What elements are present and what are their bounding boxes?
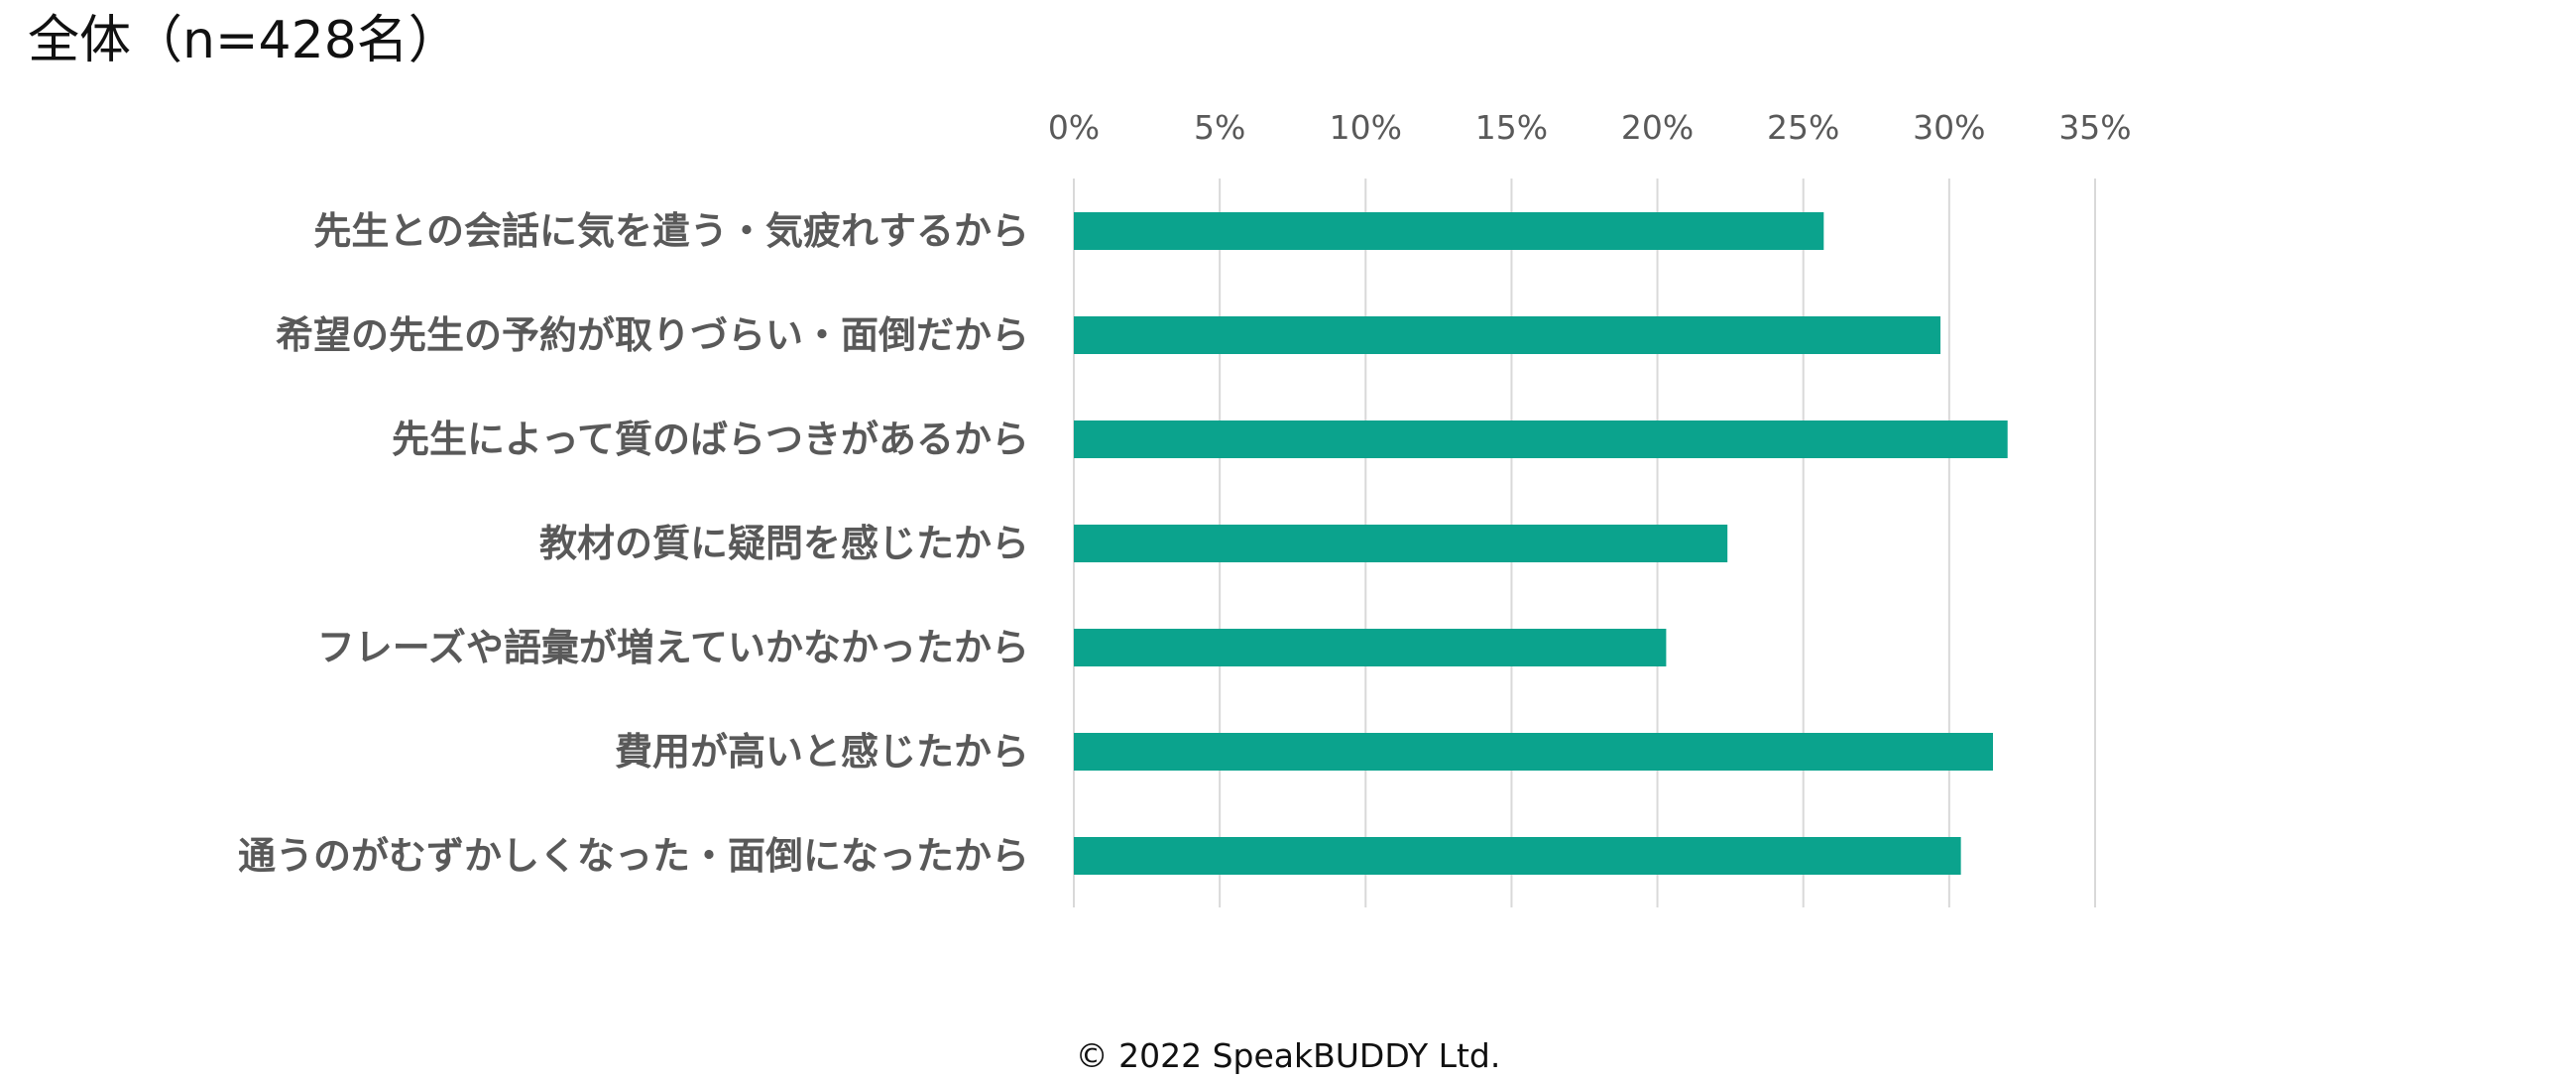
category-label: 希望の先生の予約が取りづらい・面倒だから — [276, 313, 1029, 357]
x-tick-label: 5% — [1194, 108, 1245, 147]
category-labels: 先生との会話に気を遣う・気疲れするから希望の先生の予約が取りづらい・面倒だから先… — [238, 209, 1029, 878]
x-tick-label: 15% — [1475, 108, 1548, 147]
x-tick-label: 35% — [2058, 108, 2131, 147]
bar — [1074, 629, 1667, 666]
bar — [1074, 525, 1728, 562]
x-axis-tick-labels: 0% 5% 10% 15% 20% 25% 30% 35% — [1048, 108, 2132, 147]
copyright-footer: © 2022 SpeakBUDDY Ltd. — [1075, 1036, 1501, 1075]
bar — [1074, 420, 2008, 458]
x-tick-label: 25% — [1767, 108, 1839, 147]
category-label: 先生によって質のばらつきがあるから — [392, 418, 1029, 461]
bar — [1074, 316, 1941, 354]
x-tick-label: 20% — [1621, 108, 1694, 147]
category-label: 費用が高いと感じたから — [615, 730, 1029, 774]
bars — [1074, 212, 2008, 875]
category-label: 教材の質に疑問を感じたから — [539, 522, 1029, 565]
x-tick-label: 0% — [1048, 108, 1100, 147]
page-title: 全体（n=428名） — [28, 11, 460, 70]
category-label: 通うのがむずかしくなった・面倒になったから — [238, 834, 1029, 878]
category-label: フレーズや語彙が増えていかなかったから — [317, 626, 1029, 669]
bar — [1074, 837, 1961, 875]
bar — [1074, 212, 1824, 250]
category-label: 先生との会話に気を遣う・気疲れするから — [313, 209, 1029, 253]
x-tick-label: 30% — [1913, 108, 1985, 147]
bar — [1074, 733, 1993, 771]
x-tick-label: 10% — [1330, 108, 1402, 147]
bar-chart: 0% 5% 10% 15% 20% 25% 30% 35% 先生との会話に気を遣う・気疲れする… — [238, 108, 2132, 907]
